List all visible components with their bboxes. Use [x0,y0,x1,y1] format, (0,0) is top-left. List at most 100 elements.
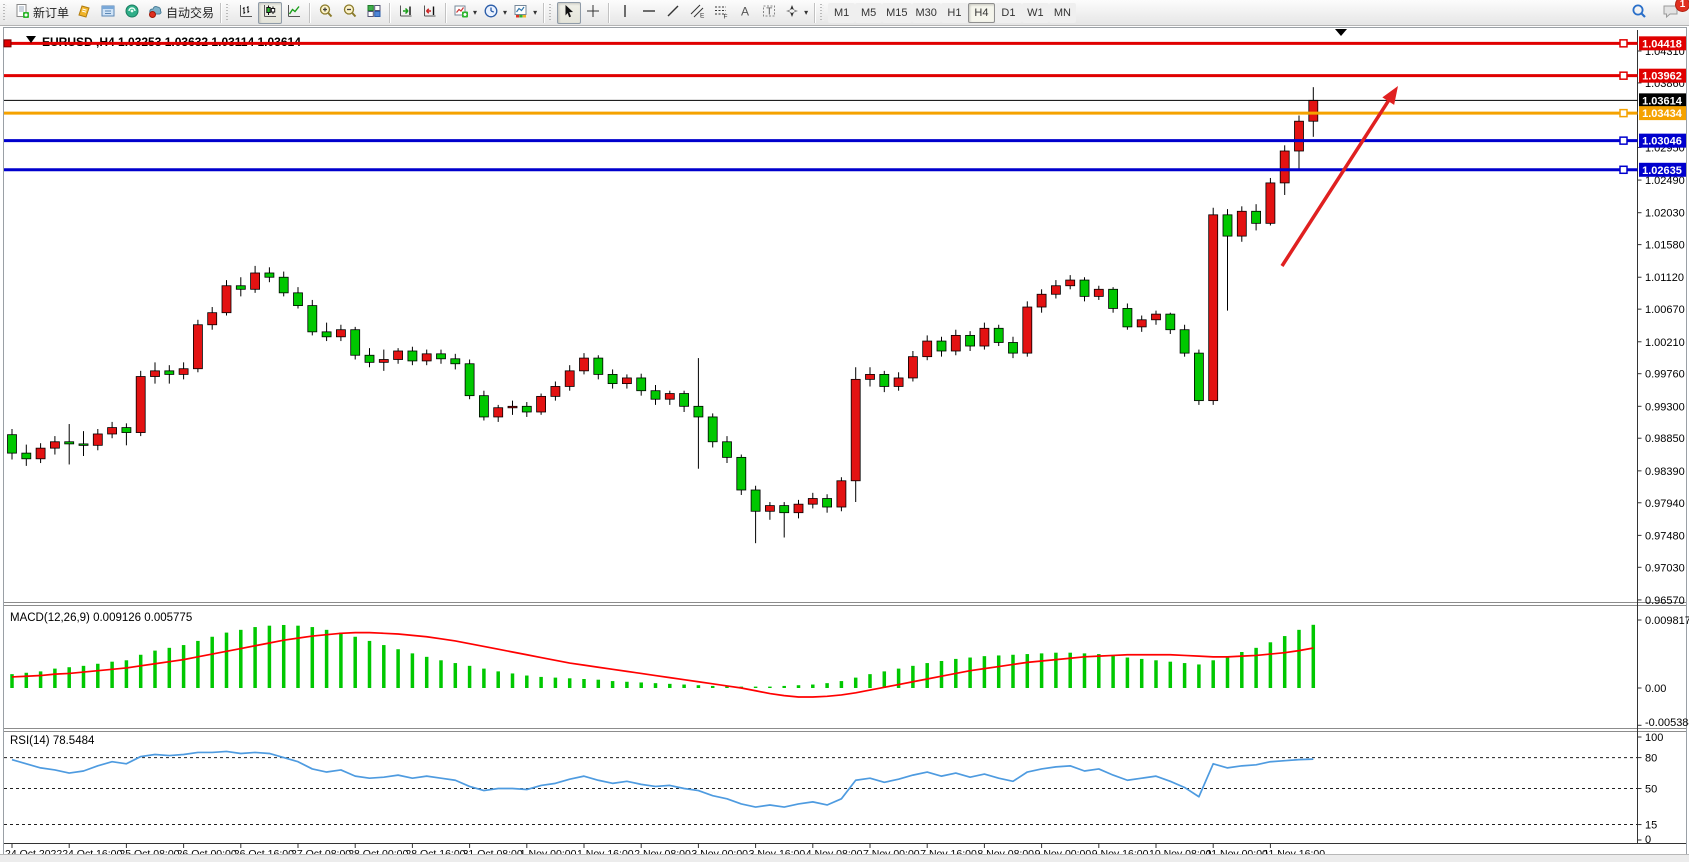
timeframe-button-H1[interactable]: H1 [940,2,968,23]
toolbar-grip[interactable] [3,3,8,22]
candle-bullish [1236,210,1247,237]
timeframe-group: M1 M5 M15 M30 H1 H4 D1 W1 MN [828,2,1076,23]
trendline-icon [665,3,681,22]
chart-shift-button[interactable] [418,2,442,24]
macd-histogram-bar [1240,651,1244,688]
dropdown-arrow-icon: ▾ [533,8,538,17]
macd-histogram-bar [896,668,901,688]
macd-histogram-bar [24,672,29,688]
timeframe-button-D1[interactable]: D1 [994,2,1022,23]
macd-histogram-bar [424,656,429,688]
search-button[interactable] [1627,2,1651,24]
timeframe-button-M15[interactable]: M15 [882,2,912,23]
macd-histogram-bar [825,683,829,688]
candle-bullish [536,395,546,413]
candle-bearish [21,452,32,460]
line-chart-button[interactable] [282,2,306,24]
price-line-badge-label: 1.02635 [1642,165,1682,177]
candlestick-chart-icon [262,3,278,22]
macd-histogram-bar [539,676,543,688]
toolbar-grip-charts[interactable] [226,3,232,22]
text-button[interactable]: A [733,2,757,24]
timeframe-button-M30[interactable]: M30 [911,2,941,23]
arrows-icon [784,3,800,22]
crosshair-button[interactable] [581,2,605,24]
macd-tick-label: 0.00 [1645,683,1666,695]
macd-histogram-bar [1311,624,1316,688]
candle-bearish [364,354,375,363]
macd-histogram-bar [1025,654,1030,688]
macd-histogram-bar [1225,656,1230,688]
cursor-button[interactable] [557,1,582,24]
zoom-out-icon [342,3,358,22]
price-tick-label: 0.99300 [1645,401,1685,413]
price-chart-canvas[interactable]: EURUSD ,H4 1.03253 1.03632 1.03114 1.036… [0,26,1689,862]
periods-button[interactable]: ▾ [480,2,510,24]
macd-histogram-bar [281,624,286,688]
toolbar-grip-line-studies[interactable] [549,3,555,22]
macd-histogram-bar [625,681,629,688]
toolbar-grip-timeframes[interactable] [820,3,826,22]
macd-histogram-bar [267,625,272,688]
line-anchor-handle [1619,71,1628,80]
tile-windows-button[interactable] [362,2,386,24]
line-anchor-handle [1619,165,1628,175]
candle-bearish [879,373,890,387]
candle-bearish [636,377,647,392]
vertical-line-button[interactable] [613,2,637,24]
fibonacci-button[interactable]: F [709,2,733,24]
navigator-button[interactable] [120,2,144,24]
templates-button[interactable]: ▾ [510,2,540,24]
candle-bearish [993,327,1004,343]
macd-histogram-bar [911,665,915,688]
macd-histogram-bar [110,661,114,688]
data-window-button[interactable] [96,2,120,24]
candlestick-chart-button[interactable] [258,1,283,24]
notification-count-badge[interactable]: 1 [1675,0,1689,12]
candle-bearish [450,358,461,365]
zoom-in-button[interactable] [314,2,338,24]
rsi-label: RSI(14) 78.5484 [10,735,95,747]
equidistant-channel-button[interactable]: E [685,2,709,24]
macd-tick-label: 0.009817 [1645,615,1689,627]
timeframe-button-MN[interactable]: MN [1048,2,1076,23]
candle-bullish [1308,99,1319,122]
horizontal-line-button[interactable] [637,2,661,24]
autotrading-label: 自动交易 [166,6,215,20]
vertical-line-icon [617,3,633,22]
arrows-button[interactable]: ▾ [781,2,811,24]
candle-bullish [178,368,189,375]
bar-chart-button[interactable] [234,2,258,24]
candle-bearish [64,441,75,445]
macd-histogram-bar [1182,663,1187,688]
toolbar: 新订单 自动交易 [0,0,1689,26]
auto-scroll-button[interactable] [394,2,418,24]
price-tick-label: 0.97940 [1645,498,1685,510]
rsi-line [11,750,1314,808]
timeframe-button-H4[interactable]: H4 [967,2,995,23]
text-label-button[interactable]: T [757,2,781,24]
line-anchor-handle [1619,39,1628,48]
timeframe-button-W1[interactable]: W1 [1021,2,1049,23]
candle-bullish [664,393,675,400]
timeframe-button-M5[interactable]: M5 [855,2,883,23]
new-order-button[interactable]: 新订单 [11,2,72,24]
market-watch-button[interactable] [72,2,96,24]
navigator-icon [124,3,140,22]
macd-histogram-bar [567,678,572,688]
timeframe-button-M1[interactable]: M1 [828,2,856,23]
price-line-badge-label: 1.04418 [1642,38,1682,50]
macd-histogram-bar [467,665,472,688]
macd-histogram-bar [682,684,686,688]
candle-bullish [893,377,904,387]
price-tick-label: 1.02490 [1645,175,1685,187]
autotrading-button[interactable]: 自动交易 [144,2,217,24]
candle-bullish [979,327,990,347]
zoom-in-icon [318,3,334,22]
trendline-button[interactable] [661,2,685,24]
candle-bullish [35,447,46,460]
candle-bullish [50,441,60,449]
indicators-button[interactable]: ▾ [450,2,480,24]
zoom-out-button[interactable] [338,2,362,24]
chart-window: EURUSD ,H4 1.03253 1.03632 1.03114 1.036… [0,26,1689,862]
